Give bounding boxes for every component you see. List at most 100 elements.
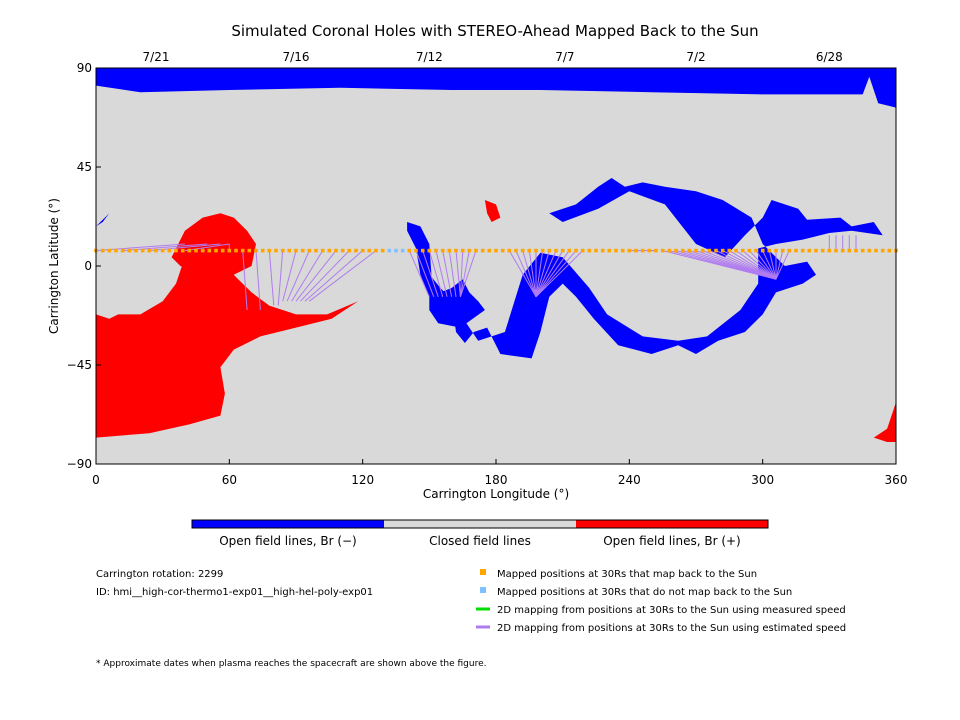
legend-label-estimated: 2D mapping from positions at 30Rs to the…: [497, 623, 846, 634]
mapping-line-16: [408, 250, 430, 297]
date-tick-label-3: 7/7: [555, 50, 574, 64]
legend-label-measured: 2D mapping from positions at 30Rs to the…: [497, 605, 846, 616]
mapped-point-ok-49: [420, 248, 425, 253]
mapped-point-ok-112: [840, 248, 845, 253]
mapped-point-ok-90: [694, 248, 698, 253]
mapping-line-60: [775, 250, 790, 280]
mapped-point-ok-17: [207, 248, 212, 253]
mapped-point-ok-91: [700, 248, 705, 253]
mapped-point-ok-97: [740, 248, 745, 253]
mapping-line-27: [508, 250, 537, 298]
mapped-point-ok-37: [340, 248, 345, 253]
coronal-hole-negative-0: [96, 68, 896, 108]
mapping-line-6: [255, 250, 261, 311]
mapped-point-ok-104: [787, 248, 792, 253]
mapping-lines-layer: [95, 235, 857, 311]
mapping-line-5: [242, 250, 248, 311]
mapped-point-ok-67: [540, 248, 545, 253]
x-axis-label: Carrington Longitude (°): [423, 487, 569, 501]
mapped-point-ok-51: [434, 248, 438, 253]
mapped-point-ok-83: [647, 248, 652, 253]
y-tick-label-1: −45: [67, 358, 92, 372]
x-axis: 0 60 120 180 240 300 360: [92, 459, 907, 487]
mapped-point-ok-54: [454, 248, 458, 253]
y-axis-label: Carrington Latitude (°): [47, 198, 61, 334]
mapped-point-ok-2: [107, 248, 112, 253]
colorbar-label-closed: Closed field lines: [429, 534, 531, 548]
mapping-line-14: [304, 250, 364, 302]
mapped-point-ok-50: [427, 248, 432, 253]
x-tick-label-1: 60: [222, 473, 237, 487]
x-tick-label-0: 0: [92, 473, 100, 487]
mapping-line-24: [459, 250, 464, 297]
mapped-point-ok-89: [687, 248, 692, 253]
mapping-line-10: [286, 250, 310, 302]
mapped-point-ok-101: [767, 248, 772, 253]
mapping-line-13: [300, 250, 350, 302]
mapped-point-ok-82: [640, 248, 645, 253]
mapped-point-ok-47: [407, 248, 412, 253]
mapped-point-ok-92: [707, 248, 712, 253]
footnote: * Approximate dates when plasma reaches …: [96, 659, 487, 669]
mapping-line-11: [291, 250, 324, 302]
mapped-point-ok-27: [274, 248, 278, 253]
mapped-point-ok-100: [760, 248, 765, 253]
mapped-point-ok-21: [234, 248, 238, 253]
mapped-point-ok-111: [834, 248, 838, 253]
legend: Mapped positions at 30Rs that map back t…: [476, 569, 846, 634]
mapping-line-19: [428, 250, 444, 297]
mapped-point-ok-98: [747, 248, 752, 253]
mapped-point-ok-86: [667, 248, 672, 253]
legend-label-mapped-ok: Mapped positions at 30Rs that map back t…: [497, 569, 757, 580]
mapped-point-ok-48: [414, 248, 418, 253]
mapped-point-ok-95: [727, 248, 732, 253]
mapped-point-ok-99: [754, 248, 758, 253]
mapped-point-ok-58: [480, 248, 485, 253]
mapping-line-22: [448, 250, 457, 297]
mapped-point-ok-85: [660, 248, 665, 253]
mapping-line-20: [435, 250, 448, 297]
colorbar: Open field lines, Br (−) Closed field li…: [191, 519, 769, 548]
mapping-line-26: [459, 250, 477, 297]
mapped-point-ok-43: [380, 248, 385, 253]
run-id-text: ID: hmi__high-cor-thermo1-exp01__high-he…: [96, 587, 373, 598]
mapped-point-ok-79: [620, 248, 625, 253]
mapped-point-ok-38: [347, 248, 352, 253]
mapped-point-ok-23: [247, 248, 252, 253]
mapped-point-ok-41: [367, 248, 372, 253]
mapped-point-ok-52: [440, 248, 445, 253]
mapped-point-ok-107: [807, 248, 812, 253]
mapping-line-23: [455, 250, 461, 297]
mapped-point-ok-59: [487, 248, 492, 253]
mapped-point-ok-18: [214, 248, 218, 253]
mapped-point-ok-7: [140, 248, 145, 253]
mapped-point-ok-108: [814, 248, 818, 253]
mapped-point-ok-25: [260, 248, 265, 253]
mapped-point-ok-33: [314, 248, 318, 253]
mapped-point-ok-13: [180, 248, 185, 253]
mapping-line-59: [775, 250, 784, 280]
date-tick-label-5: 6/28: [816, 50, 843, 64]
mapped-point-ok-69: [554, 248, 558, 253]
mapped-point-ok-115: [860, 248, 865, 253]
mapped-point-ok-106: [800, 248, 805, 253]
date-tick-label-4: 7/2: [686, 50, 705, 64]
mapped-point-ok-53: [447, 248, 452, 253]
mapped-point-ok-77: [607, 248, 612, 253]
mapping-line-55: [755, 250, 777, 280]
legend-swatch-mapped-ok: [480, 569, 486, 575]
mapped-point-ok-105: [794, 248, 798, 253]
mapped-point-ok-118: [880, 248, 885, 253]
chart-title: Simulated Coronal Holes with STEREO-Ahea…: [231, 22, 758, 40]
colorbar-positive: [576, 520, 768, 528]
mapped-point-ok-12: [174, 248, 178, 253]
mapping-line-36: [535, 250, 570, 298]
y-tick-label-3: 45: [77, 160, 92, 174]
date-tick-label-0: 7/21: [143, 50, 170, 64]
mapped-point-ok-60: [494, 248, 498, 253]
mapped-point-ok-39: [354, 248, 358, 253]
colorbar-frame: [191, 519, 769, 529]
mapping-line-17: [415, 250, 435, 297]
mapped-point-ok-87: [674, 248, 678, 253]
mapping-line-28: [515, 250, 537, 297]
